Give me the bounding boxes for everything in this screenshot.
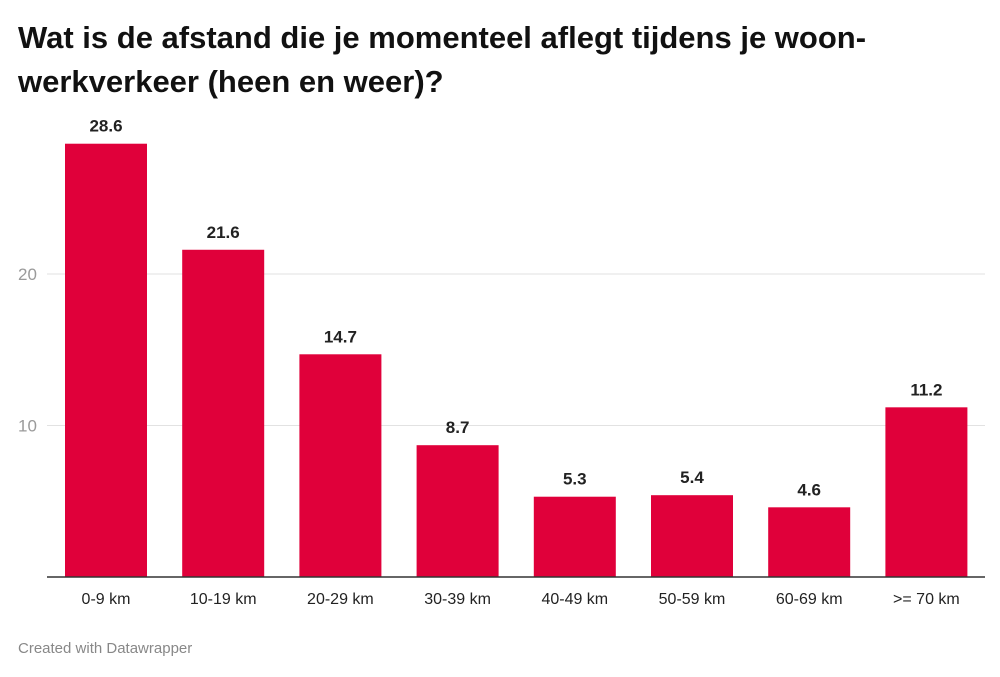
bar [182,249,265,577]
value-label: 5.3 [563,470,587,489]
value-label: 21.6 [207,223,240,242]
chart-title: Wat is de afstand die je momenteel afleg… [18,20,867,99]
x-tick-label: 10-19 km [190,591,257,608]
value-label: 5.4 [680,468,704,487]
value-label: 14.7 [324,327,357,346]
x-tick-label: 40-49 km [541,591,608,608]
value-label: 28.6 [89,117,122,136]
value-label: 11.2 [910,380,942,399]
bar [885,407,968,577]
y-tick-label: 20 [18,265,37,284]
value-label: 8.7 [446,418,470,437]
bar [533,496,616,577]
bar [768,507,851,577]
x-tick-label: 0-9 km [82,591,131,608]
bar [299,354,382,577]
x-tick-label: 60-69 km [776,591,843,608]
x-tick-label: 50-59 km [659,591,726,608]
value-label: 4.6 [797,480,821,499]
x-tick-label: >= 70 km [893,591,960,608]
bar [416,445,499,577]
x-tick-label: 20-29 km [307,591,374,608]
bar [651,495,733,577]
y-tick-label: 10 [18,417,37,436]
footer-credit: Created with Datawrapper [18,640,193,657]
bar [65,143,147,577]
x-tick-label: 30-39 km [424,591,491,608]
